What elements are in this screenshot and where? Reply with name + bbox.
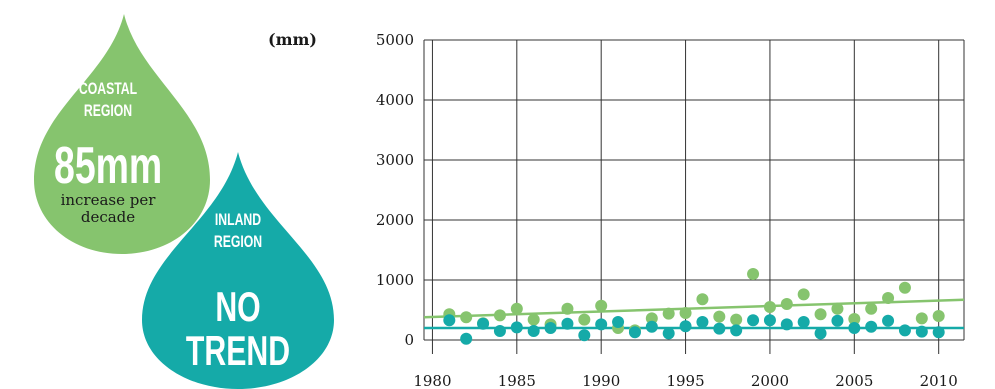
y-axis: 0 1000 2000 3000 4000 5000 <box>376 31 414 349</box>
inland-data-point <box>460 332 473 345</box>
coastal-data-point <box>730 313 743 326</box>
x-tick-label: 1990 <box>582 372 620 389</box>
inland-data-point <box>679 320 692 333</box>
coastal-data-point <box>831 302 844 315</box>
coastal-subtitle: increase per decade <box>60 191 156 226</box>
inland-data-point <box>865 320 878 333</box>
inland-data-point <box>814 327 827 340</box>
coastal-data-point <box>747 268 760 280</box>
inland-data-point <box>578 329 591 342</box>
x-axis: 1980 1985 1990 1995 2000 2005 2010 <box>413 372 957 389</box>
inland-data-point <box>882 314 895 327</box>
coastal-data-point <box>865 302 878 315</box>
coastal-value: 85mm <box>53 137 163 195</box>
chart-grid <box>423 39 965 354</box>
coastal-droplet-icon <box>34 14 210 254</box>
y-tick-label: 4000 <box>376 91 414 109</box>
inland-data-point <box>780 318 793 331</box>
inland-data-point <box>544 322 557 334</box>
inland-data-point <box>848 322 861 334</box>
inland-value: NO TREND <box>185 283 291 374</box>
coastal-data-point <box>527 313 540 326</box>
unit-label: (mm) <box>268 30 317 49</box>
inland-data-point <box>730 324 743 337</box>
coastal-data-point <box>679 307 692 319</box>
inland-data-point <box>493 325 506 337</box>
coastal-data-point <box>696 293 709 306</box>
coastal-data-point <box>797 288 810 301</box>
coastal-data-point <box>662 307 675 320</box>
y-tick-label: 2000 <box>376 211 414 229</box>
x-tick-label: 2005 <box>835 372 873 389</box>
coastal-data-point <box>780 298 793 310</box>
inland-data-point <box>561 317 574 330</box>
inland-data-point <box>898 324 911 337</box>
coastal-data-point <box>932 310 945 322</box>
inland-data-point <box>831 314 844 327</box>
coastal-data-point <box>814 308 827 321</box>
y-tick-label: 5000 <box>376 31 414 49</box>
x-tick-label: 2010 <box>920 372 958 389</box>
x-tick-label: 1995 <box>666 372 704 389</box>
inland-data-point <box>713 322 726 335</box>
coastal-data-point <box>493 309 506 322</box>
inland-data-point <box>595 318 608 331</box>
inland-data-point <box>645 320 658 333</box>
coastal-data-point <box>713 310 726 323</box>
inland-data-point <box>797 316 810 328</box>
inland-data-point <box>662 327 675 340</box>
inland-data-point <box>915 325 928 338</box>
coastal-data-point <box>915 312 928 325</box>
x-tick-label: 2000 <box>751 372 789 389</box>
inland-data-point <box>612 316 625 328</box>
coastal-data-point <box>460 311 473 324</box>
x-tick-label: 1980 <box>413 372 451 389</box>
inland-data-point <box>477 317 490 330</box>
coastal-data-point <box>595 299 608 312</box>
x-tick-label: 1985 <box>498 372 536 389</box>
inland-region-label: INLAND REGION <box>213 210 263 251</box>
coastal-region-label: COASTAL REGION <box>78 79 138 120</box>
inland-droplet-icon <box>142 152 334 389</box>
coastal-data-point <box>578 313 591 326</box>
y-tick-label: 0 <box>404 331 414 349</box>
coastal-data-point <box>510 302 523 315</box>
coastal-data-point <box>763 301 776 313</box>
inland-data-point <box>747 314 760 327</box>
inland-data-point <box>527 325 540 337</box>
data-points <box>443 268 945 345</box>
y-tick-label: 3000 <box>376 151 414 169</box>
inland-data-point <box>932 326 945 339</box>
inland-data-point <box>443 314 456 327</box>
inland-data-point <box>763 314 776 327</box>
coastal-trend-line <box>423 298 965 319</box>
inland-data-point <box>696 316 709 328</box>
inland-data-point <box>628 326 641 339</box>
coastal-data-point <box>898 281 911 294</box>
inland-data-point <box>510 321 523 334</box>
coastal-data-point <box>848 313 861 325</box>
coastal-data-point <box>882 292 895 304</box>
coastal-data-point <box>561 302 574 315</box>
coastal-data-point <box>645 312 658 325</box>
y-tick-label: 1000 <box>376 271 414 289</box>
